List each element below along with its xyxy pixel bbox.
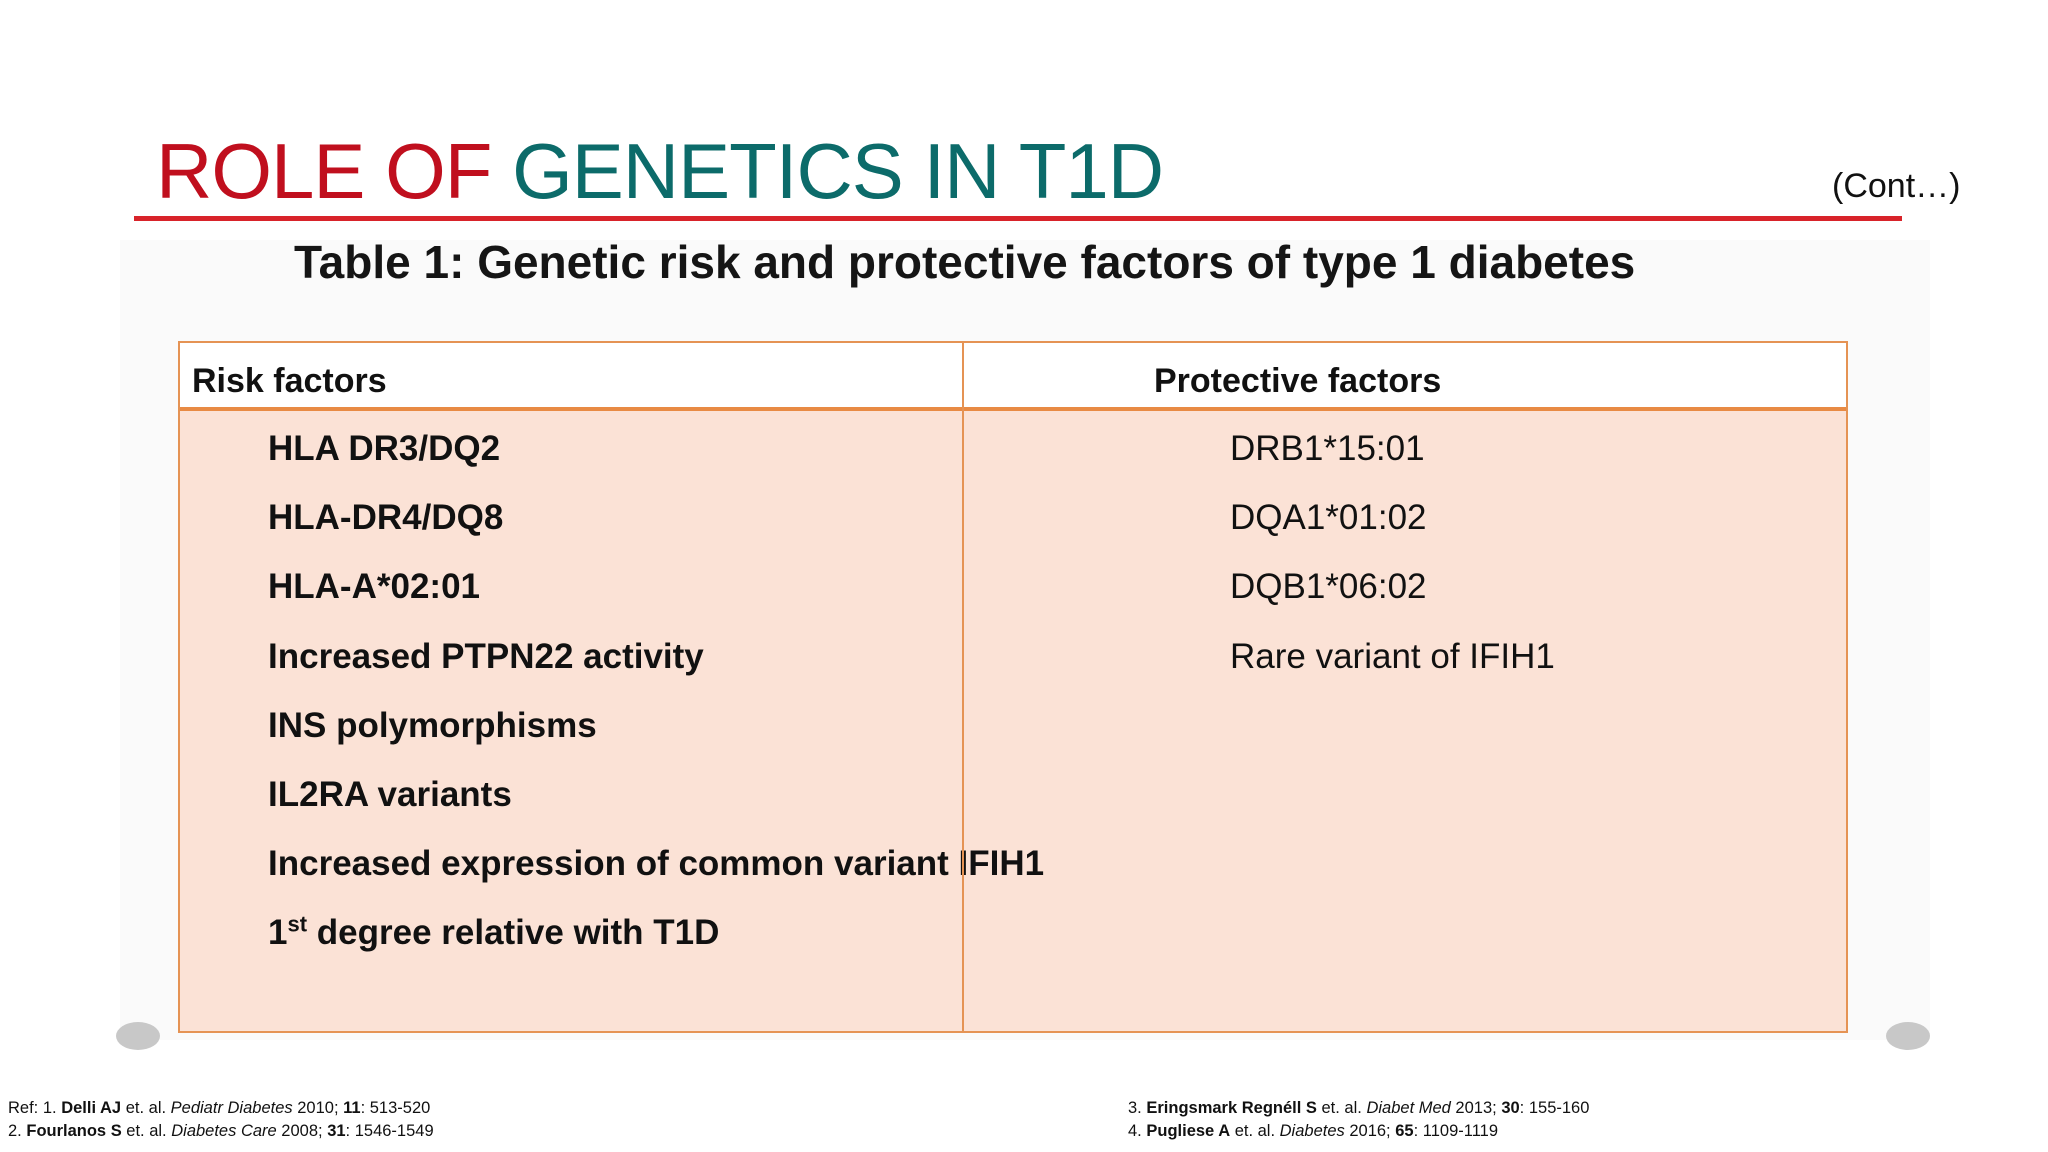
reference-etal: et. al. — [121, 1099, 171, 1117]
reference-number: 4. — [1128, 1122, 1147, 1140]
reference-pages: : 1109-1119 — [1413, 1122, 1498, 1140]
reference-author: Pugliese A — [1146, 1122, 1231, 1140]
continuation-label: (Cont…) — [1832, 167, 1961, 205]
reference-author: Fourlanos S — [26, 1122, 122, 1140]
risk-factor-item: INS polymorphisms — [268, 705, 597, 745]
reference-number: 3. — [1128, 1099, 1147, 1117]
title-underline — [134, 216, 1902, 221]
title-genetics: GENETICS IN T1D — [512, 127, 1164, 215]
risk-factor-item: HLA-DR4/DQ8 — [268, 498, 504, 538]
reference-year: 2010; — [292, 1099, 344, 1117]
risk-factor-item: IL2RA variants — [268, 774, 512, 814]
reference-etal: et. al. — [1230, 1122, 1280, 1140]
reference-entry: 2. Fourlanos S et. al. Diabetes Care 200… — [8, 1120, 434, 1143]
reference-volume: 11 — [343, 1099, 361, 1117]
reference-journal: Diabetes Care — [171, 1122, 277, 1140]
header-risk-factors: Risk factors — [192, 362, 387, 400]
table-column-divider — [962, 341, 964, 1033]
reference-entry: 4. Pugliese A et. al. Diabetes 2016; 65:… — [1128, 1120, 1589, 1143]
references-left: Ref: 1. Delli AJ et. al. Pediatr Diabete… — [8, 1097, 434, 1143]
reference-entry: 3. Eringsmark Regnéll S et. al. Diabet M… — [1128, 1097, 1589, 1120]
reference-etal: et. al. — [1316, 1099, 1367, 1117]
protective-factor-item: DRB1*15:01 — [1230, 429, 1425, 468]
reference-entry: Ref: 1. Delli AJ et. al. Pediatr Diabete… — [8, 1097, 434, 1120]
risk-factor-item: 1st degree relative with T1D — [268, 911, 1044, 980]
reference-number: Ref: 1. — [8, 1099, 62, 1117]
risk-factors-list: HLA DR3/DQ2 HLA-DR4/DQ8 HLA-A*02:01 Incr… — [268, 427, 1044, 981]
reference-pages: : 155-160 — [1519, 1099, 1590, 1117]
reference-year: 2013; — [1450, 1099, 1502, 1117]
table-header-row: Risk factors Protective factors — [180, 343, 1846, 411]
factors-table: Risk factors Protective factors HLA DR3/… — [178, 341, 1848, 1033]
risk-factor-ordinal-text: degree relative with T1D — [307, 913, 720, 953]
previous-slide-dot[interactable] — [116, 1022, 160, 1050]
reference-journal: Diabetes — [1279, 1122, 1345, 1140]
next-slide-dot[interactable] — [1886, 1022, 1930, 1050]
risk-factor-ordinal-number: 1 — [268, 913, 288, 953]
reference-etal: et. al. — [121, 1122, 172, 1140]
risk-factor-item: HLA DR3/DQ2 — [268, 429, 501, 468]
reference-author: Eringsmark Regnéll S — [1146, 1099, 1317, 1117]
references-right: 3. Eringsmark Regnéll S et. al. Diabet M… — [1128, 1097, 1589, 1143]
protective-factors-list: DRB1*15:01 DQA1*01:02 DQB1*06:02 Rare va… — [1230, 427, 1555, 704]
table-caption: Table 1: Genetic risk and protective fac… — [294, 236, 1636, 288]
header-protective-factors: Protective factors — [1154, 362, 1442, 400]
reference-pages: : 513-520 — [360, 1099, 431, 1117]
risk-factor-ordinal-suffix: st — [287, 911, 308, 937]
reference-number: 2. — [8, 1122, 27, 1140]
reference-journal: Diabet Med — [1366, 1099, 1451, 1117]
reference-year: 2008; — [276, 1122, 328, 1140]
reference-pages: : 1546-1549 — [345, 1122, 434, 1140]
protective-factor-item: DQB1*06:02 — [1230, 567, 1427, 607]
risk-factor-item: HLA-A*02:01 — [268, 567, 480, 607]
risk-factor-item: Increased expression of common variant I… — [268, 844, 1045, 884]
risk-factor-item: Increased PTPN22 activity — [268, 636, 704, 676]
reference-volume: 30 — [1501, 1099, 1520, 1117]
title-role-of: ROLE OF — [156, 127, 513, 215]
reference-volume: 31 — [327, 1122, 346, 1140]
reference-author: Delli AJ — [61, 1099, 122, 1117]
slide-title: ROLE OF GENETICS IN T1D — [156, 126, 1164, 216]
protective-factor-item: Rare variant of IFIH1 — [1230, 636, 1555, 676]
reference-volume: 65 — [1395, 1122, 1414, 1140]
reference-journal: Pediatr Diabetes — [170, 1099, 293, 1117]
protective-factor-item: DQA1*01:02 — [1230, 498, 1427, 538]
reference-year: 2016; — [1344, 1122, 1396, 1140]
